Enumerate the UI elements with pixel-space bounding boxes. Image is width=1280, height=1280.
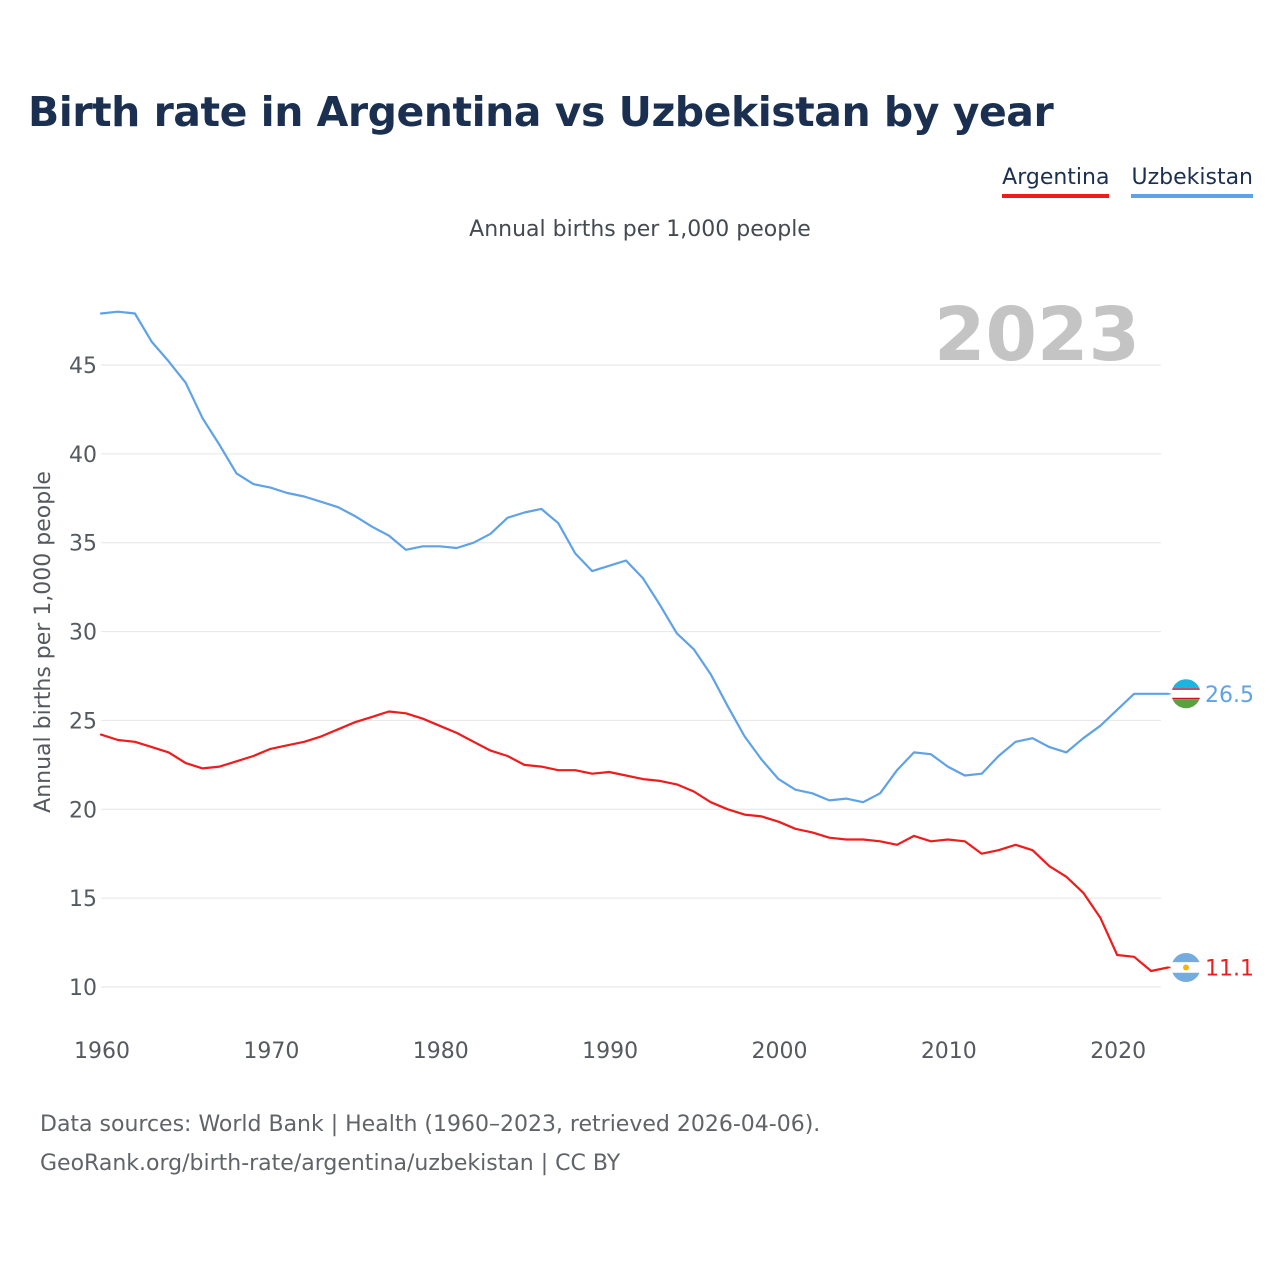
end-value-label-uzbekistan: 26.5	[1205, 683, 1254, 708]
legend-item-argentina[interactable]: Argentina	[1002, 164, 1110, 198]
x-tick-label: 1970	[243, 1039, 299, 1064]
x-tick-label: 2010	[921, 1039, 977, 1064]
x-tick-label: 2000	[751, 1039, 807, 1064]
end-markers: 11.1 26.5	[1168, 678, 1254, 983]
gridlines	[101, 364, 1161, 988]
y-tick-label: 15	[69, 887, 97, 912]
x-tick-label: 1990	[582, 1039, 638, 1064]
legend-item-uzbekistan[interactable]: Uzbekistan	[1131, 164, 1253, 198]
argentina-flag-icon	[1170, 951, 1202, 983]
chart-subtitle: Annual births per 1,000 people	[469, 217, 811, 242]
y-tick-label: 25	[69, 709, 97, 734]
y-tick-label: 35	[69, 532, 97, 557]
y-tick-label: 45	[69, 354, 97, 379]
y-tick-label: 20	[69, 798, 97, 823]
x-tick-label: 2020	[1090, 1039, 1146, 1064]
uzbekistan-flag-icon	[1170, 678, 1202, 710]
series-line-argentina[interactable]	[99, 710, 1170, 973]
axes: 10 15 20 25 30 35 40 45 1960 1970 1980 1990 2000 2010…	[69, 354, 1146, 1064]
series	[99, 310, 1170, 973]
data-sources-text: Data sources: World Bank | Health (1960–…	[40, 1112, 821, 1137]
y-axis-label: Annual births per 1,000 people	[31, 471, 56, 813]
source-url-text: GeoRank.org/birth-rate/argentina/uzbekis…	[40, 1151, 621, 1176]
x-tick-label: 1960	[74, 1039, 130, 1064]
footer: Data sources: World Bank | Health (1960–…	[40, 1105, 820, 1183]
y-tick-label: 30	[69, 621, 97, 646]
legend: Argentina Uzbekistan	[1002, 164, 1253, 198]
series-line-uzbekistan[interactable]	[99, 310, 1170, 804]
end-value-label-argentina: 11.1	[1205, 956, 1254, 981]
y-tick-label: 10	[69, 976, 97, 1001]
year-watermark: 2023	[934, 292, 1140, 378]
y-tick-label: 40	[69, 443, 97, 468]
x-tick-label: 1980	[413, 1039, 469, 1064]
chart-title: Birth rate in Argentina vs Uzbekistan by…	[28, 88, 1054, 136]
